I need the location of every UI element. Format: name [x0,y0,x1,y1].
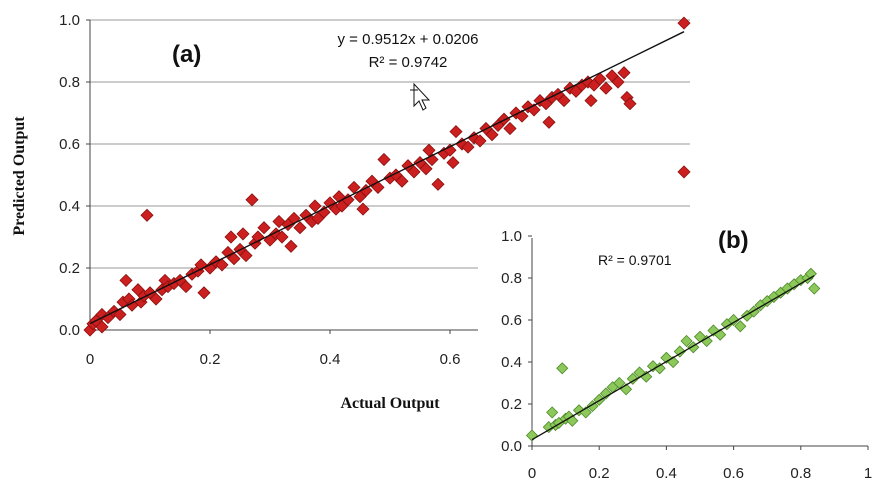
data-point [257,221,271,235]
data-point [727,313,740,327]
y-tick-label: 0.8 [59,74,80,91]
data-point [734,320,747,333]
data-point [611,75,625,89]
data-point [419,162,433,176]
data-point [371,180,385,194]
data-point [546,406,559,419]
data-point [293,221,307,235]
data-point [359,183,373,198]
panel-a-label: (a) [172,41,201,68]
data-point [593,72,607,86]
data-point [149,292,163,306]
data-point [461,140,475,154]
y-tick-label: 0.6 [59,136,80,153]
y-tick-label: 0.2 [59,260,80,277]
y-tick-label: 1.0 [501,228,522,245]
data-point [227,252,241,266]
data-point [308,199,322,213]
data-point [119,273,133,287]
data-point [626,372,639,385]
data-point [275,230,289,244]
x-tick-label: 0.6 [723,465,744,482]
data-point [542,115,556,129]
x-tick-label: 0.6 [440,351,461,368]
y-tick-label: 1.0 [59,12,80,29]
panel-b-trendline [531,275,815,441]
panel-b-r2: R² = 0.9701 [598,252,672,268]
data-point [673,345,686,358]
data-point [215,258,229,272]
data-point [95,320,109,334]
panel-a-x-ticks: 0 0.2 0.4 0.6 [86,330,461,368]
x-tick-label: 0 [528,465,536,482]
data-point [556,362,569,375]
data-point [677,16,691,30]
data-point [584,94,598,108]
data-point [503,121,517,136]
data-point [113,307,127,322]
panel-a-equation: y = 0.9512x + 0.0206 [338,31,479,48]
x-tick-label: 1 [864,465,872,482]
panel-a-points [83,16,691,337]
panel-b-chart: 0.0 0.2 0.4 0.6 0.8 1.0 0 0.2 0.4 0.6 0.8 1 (b) R²… [478,222,872,489]
data-point [557,94,571,108]
panel-a-y-axis-title: Predicted Output [11,116,28,236]
data-point [617,66,631,80]
x-tick-label: 0.4 [656,465,677,482]
x-tick-label: 0.2 [200,351,221,368]
data-point [239,249,253,263]
panel-a-x-axis-title: Actual Output [340,395,440,412]
y-tick-label: 0.4 [59,198,80,215]
mouse-cursor-icon [410,82,431,111]
panel-b-label: (b) [718,227,749,254]
panel-a-trendline [89,31,685,325]
x-tick-label: 0.4 [320,351,341,368]
data-point [179,280,193,294]
data-point [395,174,409,188]
panel-a-chart: 0.0 0.2 0.4 0.6 0.8 1.0 0 0.2 0.4 0.6 (a) y = 0.… [11,12,691,412]
y-tick-label: 0.0 [59,322,80,339]
data-point [407,165,421,179]
y-tick-label: 0.2 [501,396,522,413]
panel-b-y-ticks: 0.0 0.2 0.4 0.6 0.8 1.0 [501,228,532,455]
panel-b-background [478,222,872,489]
data-point [140,208,154,222]
x-tick-label: 0.2 [589,465,610,482]
data-point [224,230,238,244]
data-point [449,125,463,139]
x-tick-label: 0 [86,351,94,368]
data-point [653,362,666,375]
data-point [197,286,211,300]
data-point [485,128,499,142]
data-point [446,156,460,170]
y-tick-label: 0.8 [501,270,522,287]
data-point [599,81,613,95]
data-point [677,165,691,179]
data-point [623,97,637,111]
data-point [236,227,250,241]
data-point [356,202,370,216]
data-point [431,177,445,191]
y-tick-label: 0.0 [501,438,522,455]
x-tick-label: 0.8 [790,465,811,482]
y-tick-label: 0.4 [501,354,522,371]
data-point [284,239,298,253]
data-point [473,134,487,148]
panel-a-y-ticks: 0.0 0.2 0.4 0.6 0.8 1.0 [59,12,90,339]
data-point [245,193,259,207]
data-point [599,387,612,400]
y-tick-label: 0.6 [501,312,522,329]
data-point [700,334,713,348]
data-point [808,282,821,295]
data-point [377,152,391,167]
panel-b-x-ticks: 0 0.2 0.4 0.6 0.8 1 [528,446,872,482]
data-point [341,193,355,207]
panel-a-r2: R² = 0.9742 [369,54,448,71]
data-point [680,334,693,348]
